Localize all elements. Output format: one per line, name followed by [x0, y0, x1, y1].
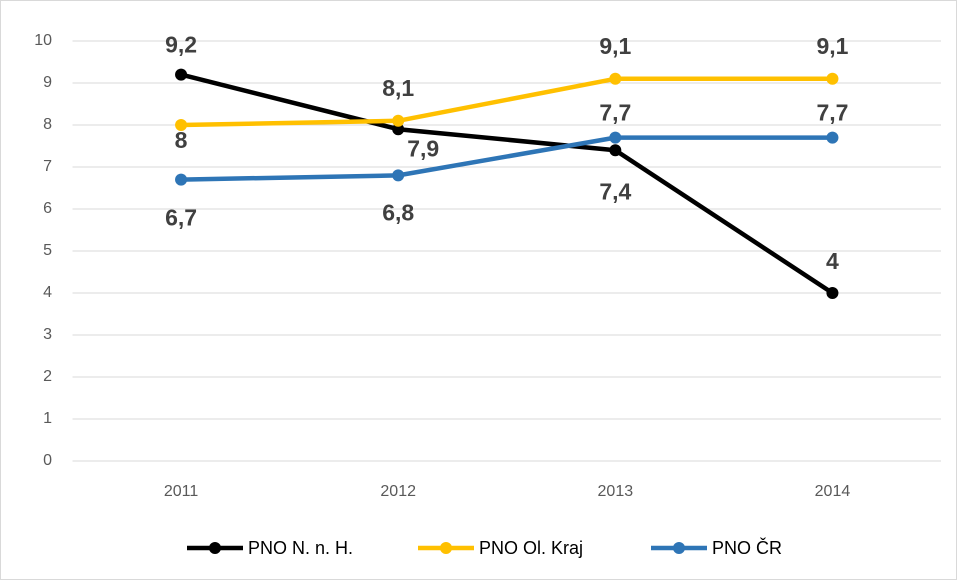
data-label: 9,1: [816, 33, 848, 59]
point: [175, 173, 188, 186]
legend-item: PNO Ol. Kraj: [418, 538, 583, 558]
legend-label: PNO N. n. H.: [248, 538, 353, 558]
legend-marker: [440, 542, 452, 554]
series-line: [181, 135, 833, 182]
legend-label: PNO ČR: [712, 537, 782, 558]
data-label: 8: [175, 127, 188, 153]
point: [826, 131, 839, 144]
point: [609, 144, 622, 157]
point: [609, 131, 622, 144]
y-tick-label: 1: [43, 410, 52, 427]
data-label: 9,2: [165, 32, 197, 58]
legend-item: PNO ČR: [651, 537, 782, 558]
point: [392, 114, 405, 127]
y-tick-label: 0: [43, 452, 52, 469]
point: [392, 123, 405, 136]
point: [826, 72, 839, 85]
data-label: 6,8: [382, 199, 414, 225]
legend-marker: [673, 542, 685, 554]
x-tick-label: 2013: [598, 483, 634, 500]
legend-marker: [209, 542, 221, 554]
data-label: 7,9: [407, 135, 439, 161]
series-line: [181, 76, 833, 128]
point: [609, 72, 622, 85]
point: [175, 119, 188, 131]
y-tick-label: 9: [43, 74, 52, 91]
series-line: [180, 72, 834, 295]
x-tick-label: 2011: [164, 483, 199, 500]
y-tick-label: 6: [43, 200, 52, 217]
y-tick-label: 10: [34, 32, 52, 49]
legend-item: PNO N. n. H.: [187, 538, 353, 558]
y-tick-label: 7: [43, 158, 52, 175]
data-label: 7,7: [816, 100, 848, 126]
data-label: 7,7: [599, 100, 631, 126]
data-label: 8,1: [382, 75, 414, 101]
data-label: 6,7: [165, 205, 197, 231]
point: [175, 68, 188, 81]
y-tick-label: 4: [43, 284, 52, 301]
data-label: 7,4: [599, 178, 631, 204]
y-tick-label: 8: [43, 116, 52, 133]
point: [392, 169, 405, 182]
legend-label: PNO Ol. Kraj: [479, 538, 583, 558]
point: [826, 287, 839, 299]
x-tick-label: 2014: [815, 483, 851, 500]
data-label: 9,1: [599, 33, 631, 59]
data-label: 4: [826, 248, 839, 274]
x-tick-label: 2012: [380, 483, 416, 500]
y-tick-label: 3: [43, 326, 52, 343]
y-tick-label: 5: [43, 242, 52, 259]
y-tick-label: 2: [43, 368, 52, 385]
